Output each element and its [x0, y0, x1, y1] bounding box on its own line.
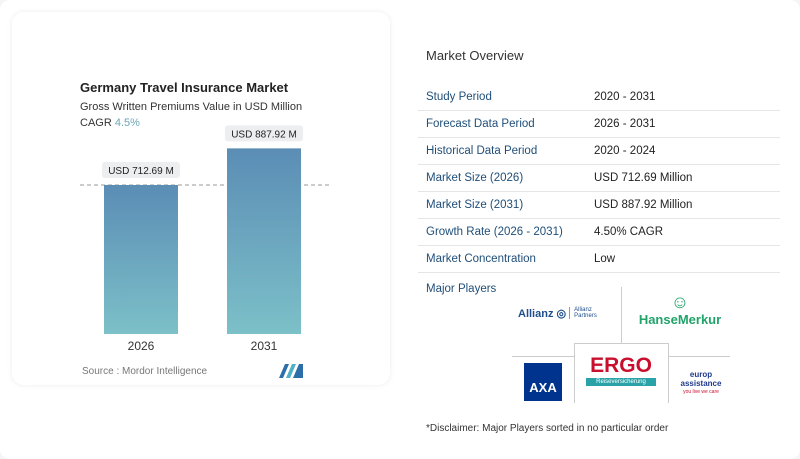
mordor-logo-icon — [279, 364, 303, 378]
chart-subtitle: Gross Written Premiums Value in USD Mill… — [80, 101, 303, 113]
row-label: Market Concentration — [426, 253, 536, 265]
logo-axa: AXA — [524, 363, 562, 401]
overview-row: Study Period 2020 - 2031 — [418, 84, 780, 111]
logo-allianz: Allianz ◎ Allianz Partners — [518, 307, 609, 320]
cagr-value: 4.5% — [114, 117, 140, 129]
row-label: Forecast Data Period — [426, 118, 535, 130]
overview-title: Market Overview — [426, 48, 524, 63]
major-players-title: Major Players — [426, 283, 497, 295]
row-label: Historical Data Period — [426, 145, 538, 157]
chart-card — [12, 12, 390, 385]
bar-chart: USD 712.69 M 2026 USD 887.92 M 2031 — [80, 125, 330, 353]
bar-2026 — [104, 185, 178, 334]
overview-row: Growth Rate (2026 - 2031) 4.50% CAGR — [418, 219, 780, 246]
chart-title: Germany Travel Insurance Market — [80, 80, 289, 95]
row-value: 4.50% CAGR — [594, 226, 664, 238]
overview-row: Market Concentration Low — [418, 246, 780, 273]
row-value: 2020 - 2024 — [594, 145, 656, 157]
row-value: USD 712.69 Million — [594, 172, 693, 184]
cagr: CAGR 4.5% — [80, 117, 140, 129]
overview-row: Market Size (2031) USD 887.92 Million — [418, 192, 780, 219]
logo-ergo: ERGO Reiseversicherung — [586, 354, 656, 386]
overview-row: Historical Data Period 2020 - 2024 — [418, 138, 780, 165]
row-value: USD 887.92 Million — [594, 199, 693, 211]
row-label: Growth Rate (2026 - 2031) — [426, 226, 563, 238]
data-label-bg — [102, 162, 180, 178]
logo-europ-assistance: europ assistance you live we care — [680, 370, 722, 395]
row-value: Low — [594, 253, 616, 265]
row-value: 2026 - 2031 — [594, 118, 656, 130]
overview-row: Forecast Data Period 2026 - 2031 — [418, 111, 780, 138]
data-label: USD 712.69 M — [108, 166, 174, 177]
row-label: Study Period — [426, 91, 492, 103]
x-tick-label: 2026 — [128, 339, 155, 353]
row-label: Market Size (2031) — [426, 199, 524, 211]
data-label-bg — [225, 125, 303, 142]
cagr-label: CAGR — [80, 117, 112, 129]
source-text: Source : Mordor Intelligence — [82, 366, 208, 377]
logo-hansemerkur: ☺ HanseMerkur — [632, 292, 728, 327]
bar-2031 — [227, 148, 301, 334]
row-label: Market Size (2026) — [426, 172, 524, 184]
hansemerkur-icon: ☺ — [670, 292, 690, 312]
row-value: 2020 - 2031 — [594, 91, 656, 103]
x-tick-label: 2031 — [251, 339, 278, 353]
data-label: USD 887.92 M — [231, 129, 297, 140]
overview-row: Market Size (2026) USD 712.69 Million — [418, 165, 780, 192]
disclaimer: *Disclaimer: Major Players sorted in no … — [426, 423, 669, 434]
